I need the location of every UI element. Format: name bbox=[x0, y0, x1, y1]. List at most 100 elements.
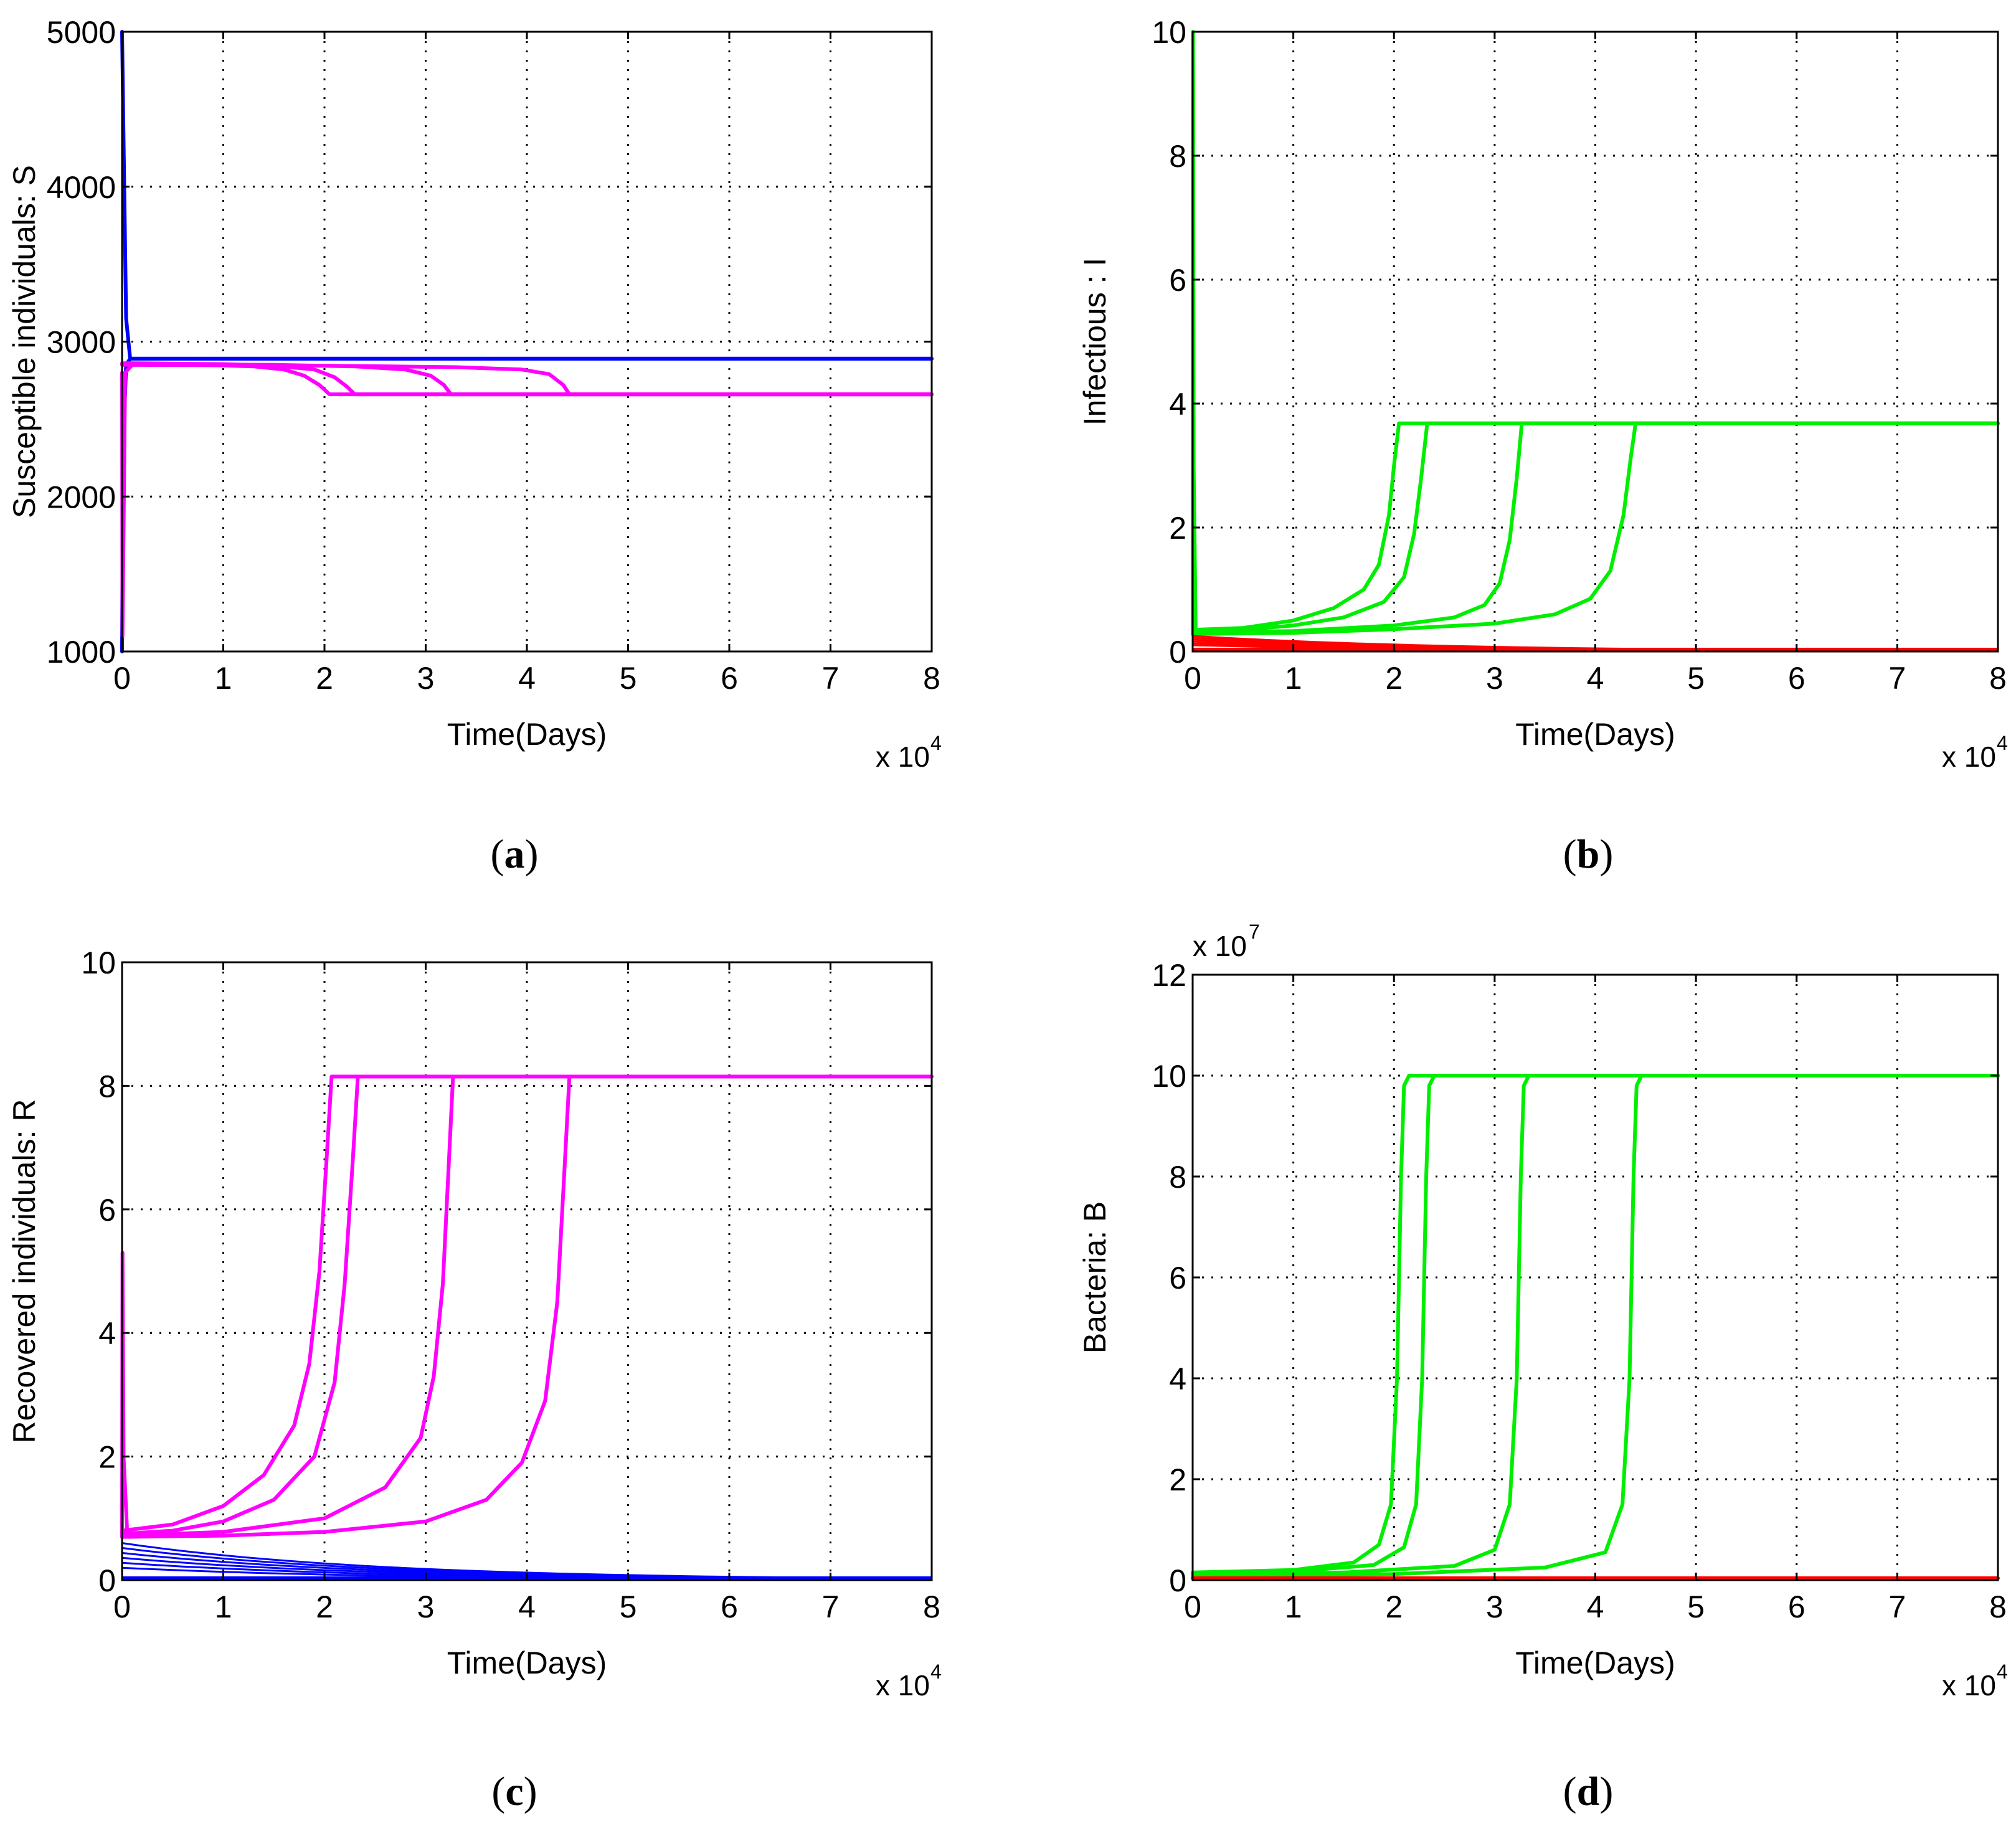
y-tick-label: 0 bbox=[1169, 1563, 1186, 1598]
x-tick-label: 4 bbox=[1587, 661, 1604, 696]
series-line-c-2 bbox=[120, 1074, 934, 1536]
panel-b: 0 1 2 3 4 5 6 7 8 0 2 4 6 8 10 Time(Days) Infectious : I… bbox=[1077, 15, 2008, 877]
x-axis-label: Time(Days) bbox=[447, 1646, 607, 1680]
series-line-b-3 bbox=[1191, 421, 2000, 635]
y-axis-label: Recovered individuals: R bbox=[7, 1099, 42, 1443]
x-tick-label: 4 bbox=[1587, 1589, 1604, 1624]
y-tick-label: 10 bbox=[1152, 15, 1186, 50]
x-axis-exponent: x 10 bbox=[876, 741, 930, 773]
series-line-d-0 bbox=[1191, 1074, 2000, 1575]
x-tick-label: 5 bbox=[1687, 1589, 1705, 1624]
x-tick-label: 8 bbox=[923, 661, 940, 696]
y-tick-label: 4000 bbox=[47, 170, 116, 205]
y-tick-label: 5000 bbox=[47, 15, 116, 50]
y-tick-label: 2000 bbox=[47, 480, 116, 514]
x-tick-label: 3 bbox=[1486, 661, 1503, 696]
x-tick-label: 1 bbox=[215, 661, 232, 696]
y-tick-label: 8 bbox=[1169, 1160, 1186, 1195]
panel-caption-letter: b bbox=[1577, 831, 1600, 877]
panel-caption-letter: d bbox=[1577, 1769, 1600, 1814]
x-axis-exponent-power: 4 bbox=[1997, 1660, 2008, 1683]
x-tick-label: 0 bbox=[113, 1589, 131, 1624]
x-axis-exponent-power: 4 bbox=[930, 732, 942, 754]
x-axis-exponent: x 10 bbox=[876, 1669, 930, 1702]
x-tick-label: 6 bbox=[1788, 661, 1805, 696]
y-tick-label: 12 bbox=[1152, 958, 1186, 993]
x-tick-label: 6 bbox=[721, 1589, 738, 1624]
x-tick-label: 3 bbox=[1486, 1589, 1503, 1624]
x-axis-exponent: x 10 bbox=[1942, 1669, 1996, 1702]
x-tick-label: 7 bbox=[1888, 1589, 1906, 1624]
x-axis-exponent-power: 4 bbox=[1997, 732, 2008, 754]
y-tick-label: 0 bbox=[1169, 635, 1186, 670]
y-tick-label: 6 bbox=[1169, 1261, 1186, 1295]
x-tick-label: 6 bbox=[721, 661, 738, 696]
series-line-b-4 bbox=[1191, 421, 2000, 637]
y-axis-exponent-power: 7 bbox=[1249, 921, 1260, 943]
y-tick-label: 0 bbox=[98, 1563, 116, 1598]
x-tick-label: 0 bbox=[1184, 661, 1201, 696]
series-line-d-1 bbox=[1191, 1074, 2000, 1576]
x-tick-label: 3 bbox=[417, 661, 435, 696]
y-tick-label: 8 bbox=[98, 1069, 116, 1104]
series-line-a-5 bbox=[120, 362, 934, 397]
series-line-b-2 bbox=[1191, 421, 2000, 633]
x-tick-label: 0 bbox=[113, 661, 131, 696]
y-tick-label: 10 bbox=[1152, 1059, 1186, 1094]
x-tick-label: 1 bbox=[215, 1589, 232, 1624]
y-tick-label: 6 bbox=[98, 1193, 116, 1228]
y-tick-label: 2 bbox=[1169, 1462, 1186, 1497]
x-axis-label: Time(Days) bbox=[1515, 1646, 1675, 1680]
series-line-c-3 bbox=[120, 1074, 934, 1538]
x-tick-label: 7 bbox=[822, 1589, 840, 1624]
x-tick-label: 0 bbox=[1184, 1589, 1201, 1624]
series-line-d-3 bbox=[1191, 1074, 2000, 1578]
y-tick-label: 1000 bbox=[47, 635, 116, 670]
x-axis-label: Time(Days) bbox=[1515, 717, 1675, 752]
series-line-c-1 bbox=[120, 1074, 934, 1533]
x-tick-label: 8 bbox=[1989, 661, 2007, 696]
panel-a: 0 1 2 3 4 5 6 7 8 1000 2000 3000 4000 5000 Time(Days) S… bbox=[7, 15, 942, 877]
y-tick-label: 3000 bbox=[47, 325, 116, 360]
x-tick-label: 3 bbox=[417, 1589, 435, 1624]
panel-caption: (b) bbox=[1563, 831, 1614, 877]
x-tick-label: 2 bbox=[316, 1589, 333, 1624]
x-axis-exponent-power: 4 bbox=[930, 1660, 942, 1683]
x-tick-label: 7 bbox=[1888, 661, 1906, 696]
x-tick-label: 1 bbox=[1285, 661, 1302, 696]
panel-caption: (d) bbox=[1563, 1769, 1614, 1814]
x-tick-label: 5 bbox=[620, 1589, 637, 1624]
panel-caption: (c) bbox=[491, 1769, 537, 1814]
x-tick-label: 8 bbox=[1989, 1589, 2007, 1624]
x-tick-label: 2 bbox=[1385, 661, 1403, 696]
x-tick-label: 6 bbox=[1788, 1589, 1805, 1624]
y-tick-label: 4 bbox=[1169, 387, 1186, 422]
y-tick-label: 4 bbox=[98, 1316, 116, 1351]
y-tick-label: 10 bbox=[81, 945, 116, 980]
x-tick-label: 5 bbox=[1687, 661, 1705, 696]
y-tick-label: 6 bbox=[1169, 263, 1186, 298]
panel-caption-letter: c bbox=[505, 1769, 523, 1814]
series-line-d-2 bbox=[1191, 1074, 2000, 1577]
x-tick-label: 4 bbox=[518, 1589, 536, 1624]
x-tick-label: 2 bbox=[316, 661, 333, 696]
series-line-b-1 bbox=[1191, 421, 2000, 632]
y-axis-exponent: x 10 bbox=[1193, 930, 1247, 962]
y-tick-label: 4 bbox=[1169, 1362, 1186, 1396]
x-tick-label: 1 bbox=[1285, 1589, 1302, 1624]
x-tick-label: 8 bbox=[923, 1589, 940, 1624]
x-tick-label: 7 bbox=[822, 661, 840, 696]
panel-c: 0 1 2 3 4 5 6 7 8 0 2 4 6 8 10 Time(Days) Recovered indi… bbox=[7, 945, 942, 1814]
x-axis-label: Time(Days) bbox=[447, 717, 607, 752]
y-axis-label: Bacteria: B bbox=[1077, 1201, 1112, 1354]
y-tick-label: 2 bbox=[98, 1440, 116, 1475]
panel-caption: (a) bbox=[491, 831, 539, 877]
series-line-c-4 bbox=[120, 1074, 934, 1539]
x-tick-label: 2 bbox=[1385, 1589, 1403, 1624]
x-axis-exponent: x 10 bbox=[1942, 741, 1996, 773]
x-tick-label: 5 bbox=[620, 661, 637, 696]
y-axis-label: Susceptible individuals: S bbox=[7, 165, 42, 518]
y-axis-label: Infectious : I bbox=[1077, 258, 1112, 426]
y-tick-label: 8 bbox=[1169, 139, 1186, 174]
